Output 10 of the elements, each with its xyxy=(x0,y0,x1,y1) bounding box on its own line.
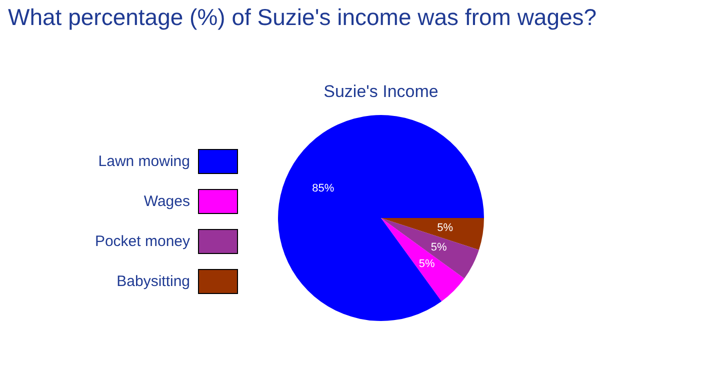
data-label: 85% xyxy=(312,182,334,195)
chart-subtitle: Suzie's Income xyxy=(322,82,440,102)
chart-title: What percentage (%) of Suzie's income was from wages? xyxy=(8,4,597,31)
data-label: 5% xyxy=(430,241,447,254)
data-label: 5% xyxy=(418,258,436,270)
legend-label: Pocket money xyxy=(94,233,190,250)
legend-label: Wages xyxy=(144,193,190,210)
legend-label: Lawn mowing xyxy=(98,153,190,170)
data-label: 5% xyxy=(437,222,454,234)
legend-label: Babysitting xyxy=(116,273,190,290)
